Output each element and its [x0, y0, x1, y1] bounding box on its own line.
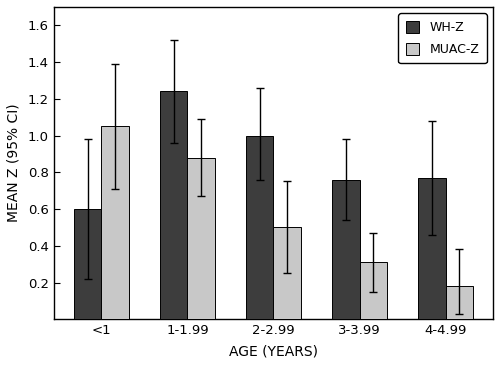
- Legend: WH-Z, MUAC-Z: WH-Z, MUAC-Z: [398, 13, 487, 64]
- Bar: [74, 209, 102, 319]
- Bar: [188, 158, 215, 319]
- Bar: [246, 135, 274, 319]
- X-axis label: AGE (YEARS): AGE (YEARS): [229, 344, 318, 358]
- Y-axis label: MEAN Z (95% CI): MEAN Z (95% CI): [7, 104, 21, 222]
- Bar: [360, 262, 387, 319]
- Bar: [274, 227, 301, 319]
- Bar: [446, 286, 473, 319]
- Bar: [102, 126, 129, 319]
- Bar: [160, 92, 188, 319]
- Bar: [418, 178, 446, 319]
- Bar: [332, 180, 359, 319]
